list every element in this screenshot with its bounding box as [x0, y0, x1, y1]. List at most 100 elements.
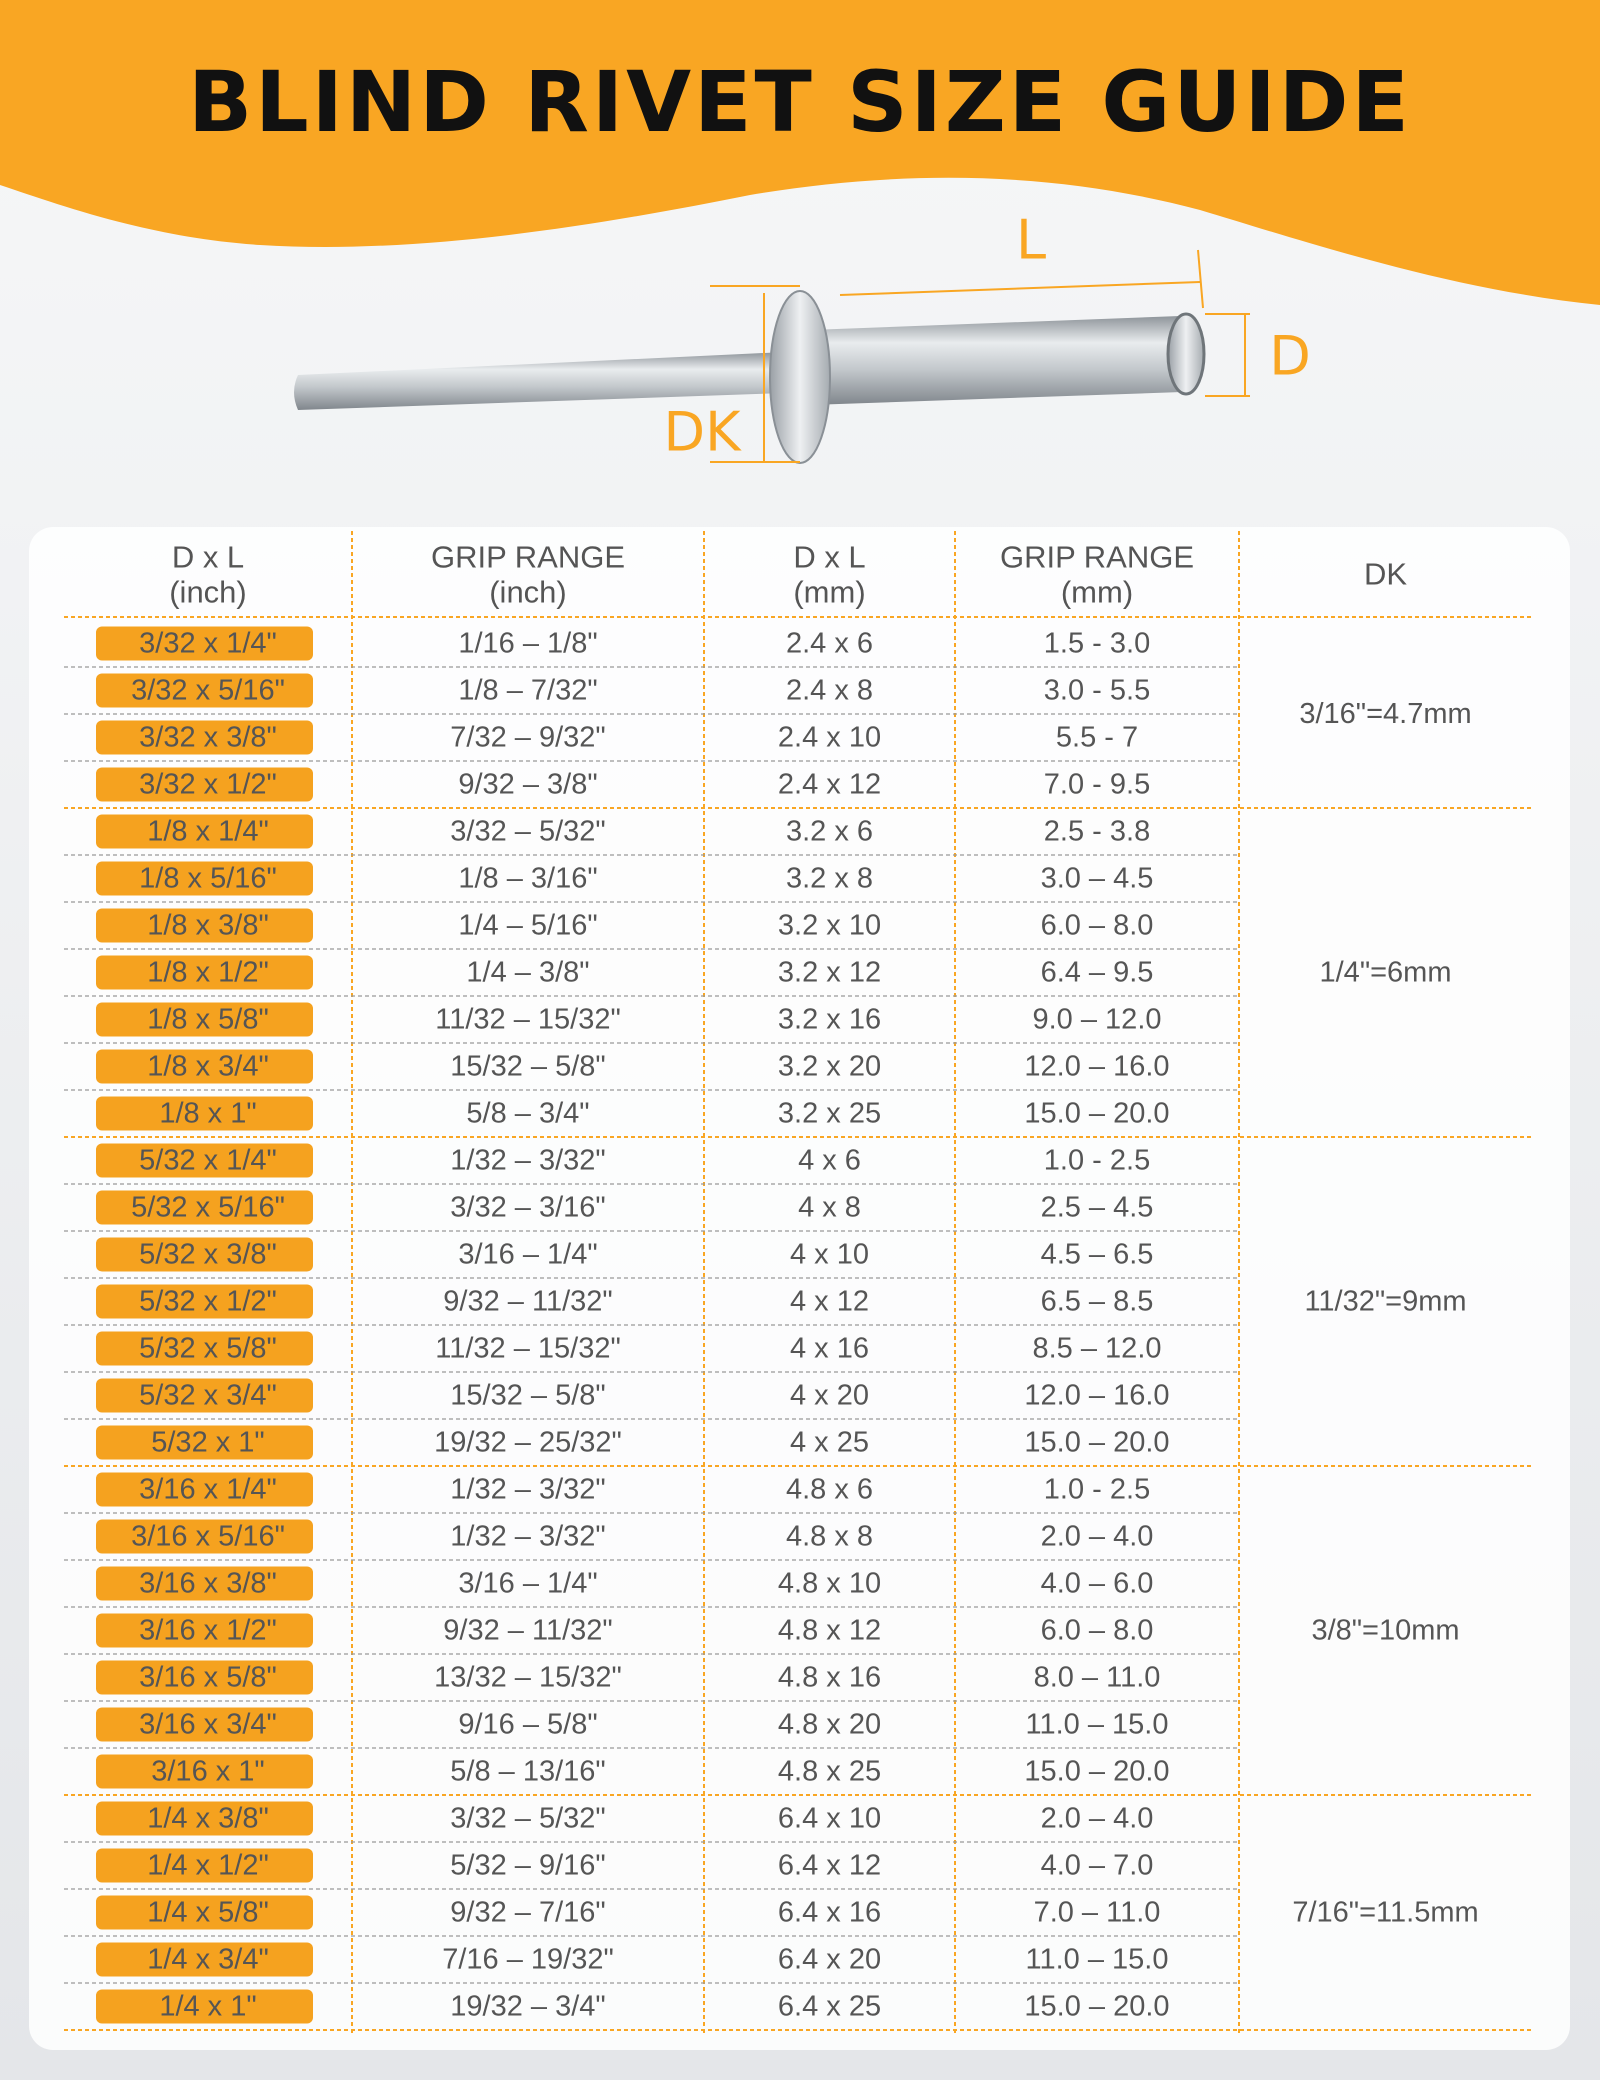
- table-cell: 1.0 - 2.5: [1044, 1145, 1150, 1177]
- table-cell: 6.4 – 9.5: [1041, 957, 1154, 989]
- table-cell: 1/8 x 1/2": [147, 957, 269, 989]
- table-cell: 4.8 x 16: [778, 1662, 881, 1694]
- header-label: (inch): [169, 575, 247, 610]
- table-cell: 9/32 – 11/32": [443, 1286, 612, 1318]
- size-pill: [96, 1754, 313, 1789]
- table-cell: 15.0 – 20.0: [1024, 1427, 1169, 1459]
- table-cell: 5/8 – 3/4": [466, 1098, 589, 1130]
- table-cell: 11.0 – 15.0: [1026, 1709, 1169, 1741]
- size-pill: [96, 1472, 313, 1507]
- size-pill: [96, 861, 313, 896]
- table-cell: 1/4 x 1": [159, 1991, 256, 2023]
- table-cell: 1/4 – 3/8": [466, 957, 589, 989]
- table-cell: 3/32 x 1/2": [139, 769, 277, 801]
- table-cell: 9/32 – 7/16": [450, 1897, 605, 1929]
- table-cell: 2.0 – 4.0: [1041, 1521, 1154, 1553]
- dk-value: 11/32"=9mm: [1304, 1286, 1466, 1318]
- table-cell: 2.4 x 6: [786, 628, 873, 660]
- size-pill: [96, 1895, 313, 1930]
- table-cell: 1/16 – 1/8": [458, 628, 597, 660]
- table-cell: 3/32 – 5/32": [450, 1803, 605, 1835]
- table-cell: 5/32 – 9/16": [450, 1850, 605, 1882]
- table-cell: 2.5 – 4.5: [1041, 1192, 1154, 1224]
- table-cell: 3/16 x 1/4": [139, 1474, 277, 1506]
- table-cell: 12.0 – 16.0: [1024, 1051, 1169, 1083]
- size-pill: [96, 955, 313, 990]
- table-cell: 19/32 – 3/4": [450, 1991, 605, 2023]
- table-cell: 6.5 – 8.5: [1041, 1286, 1154, 1318]
- size-pill: [96, 1237, 313, 1272]
- table-card: [29, 527, 1570, 2050]
- table-cell: 7/32 – 9/32": [450, 722, 605, 754]
- size-pill: [96, 1190, 313, 1225]
- table-cell: 12.0 – 16.0: [1024, 1380, 1169, 1412]
- table-cell: 9/16 – 5/8": [458, 1709, 597, 1741]
- size-pill: [96, 1989, 313, 2024]
- size-pill: [96, 814, 313, 849]
- table-cell: 3/16 x 3/8": [139, 1568, 277, 1600]
- table-cell: 4 x 20: [790, 1380, 869, 1412]
- table-cell: 1/8 x 1/4": [147, 816, 269, 848]
- table-cell: 3/32 x 5/16": [131, 675, 285, 707]
- size-pill: [96, 1378, 313, 1413]
- table-cell: 5/32 x 3/8": [139, 1239, 277, 1271]
- diameter-label: D: [1269, 325, 1311, 388]
- table-cell: 3/16 x 1": [151, 1756, 264, 1788]
- table-cell: 3.0 - 5.5: [1044, 675, 1150, 707]
- size-pill: [96, 626, 313, 661]
- table-cell: 5/32 x 1/2": [139, 1286, 277, 1318]
- table-cell: 8.5 – 12.0: [1033, 1333, 1162, 1365]
- table-cell: 1/8 – 3/16": [458, 863, 597, 895]
- header-label: GRIP RANGE: [431, 540, 625, 575]
- table-cell: 5/32 x 3/4": [139, 1380, 277, 1412]
- header-label: D x L: [172, 540, 244, 575]
- table-cell: 6.4 x 25: [778, 1991, 881, 2023]
- table-cell: 11/32 – 15/32": [435, 1004, 621, 1036]
- size-pill: [96, 720, 313, 755]
- table-cell: 4.8 x 10: [778, 1568, 881, 1600]
- table-cell: 3/32 – 5/32": [450, 816, 605, 848]
- table-cell: 3/16 x 5/16": [131, 1521, 285, 1553]
- table-cell: 15.0 – 20.0: [1024, 1756, 1169, 1788]
- table-cell: 3.2 x 12: [778, 957, 881, 989]
- size-pill: [96, 1143, 313, 1178]
- size-pill: [96, 1519, 313, 1554]
- table-cell: 3/16 x 1/2": [139, 1615, 277, 1647]
- table-cell: 4 x 12: [790, 1286, 869, 1318]
- table-cell: 7/16 – 19/32": [442, 1944, 614, 1976]
- table-cell: 2.4 x 8: [786, 675, 873, 707]
- table-cell: 6.0 – 8.0: [1041, 910, 1154, 942]
- rivet-end: [1166, 312, 1206, 396]
- table-cell: 6.4 x 12: [778, 1850, 881, 1882]
- table-cell: 1/4 x 3/8": [147, 1803, 269, 1835]
- table-cell: 3/16 x 3/4": [139, 1709, 277, 1741]
- table-cell: 15/32 – 5/8": [450, 1380, 605, 1412]
- size-table: D x L(inch)GRIP RANGE(inch)D x L(mm)GRIP…: [64, 531, 1532, 2036]
- table-cell: 3/32 – 3/16": [450, 1192, 605, 1224]
- table-cell: 4 x 25: [790, 1427, 869, 1459]
- dk-value: 1/4"=6mm: [1320, 957, 1452, 989]
- dk-value: 3/16"=4.7mm: [1299, 698, 1471, 730]
- dk-value: 3/8"=10mm: [1311, 1615, 1459, 1647]
- title: BLIND RIVET SIZE GUIDE: [188, 53, 1412, 151]
- size-pill: [96, 1096, 313, 1131]
- table-cell: 4 x 10: [790, 1239, 869, 1271]
- size-pill: [96, 1002, 313, 1037]
- table-cell: 1/32 – 3/32": [450, 1521, 605, 1553]
- table-cell: 3/16 x 5/8": [139, 1662, 277, 1694]
- table-cell: 5/32 x 1/4": [139, 1145, 277, 1177]
- table-cell: 15.0 – 20.0: [1024, 1991, 1169, 2023]
- size-pill: [96, 767, 313, 802]
- table-cell: 2.4 x 12: [778, 769, 881, 801]
- table-cell: 3.2 x 10: [778, 910, 881, 942]
- table-cell: 1/4 – 5/16": [458, 910, 597, 942]
- dk-value: 7/16"=11.5mm: [1292, 1897, 1478, 1929]
- table-cell: 6.0 – 8.0: [1041, 1615, 1154, 1647]
- header-label: D x L: [793, 540, 865, 575]
- table-cell: 15/32 – 5/8": [450, 1051, 605, 1083]
- header-label: DK: [1364, 557, 1407, 592]
- table-cell: 1.0 - 2.5: [1044, 1474, 1150, 1506]
- table-cell: 1/8 x 5/16": [139, 863, 277, 895]
- header-band: [0, 0, 1600, 305]
